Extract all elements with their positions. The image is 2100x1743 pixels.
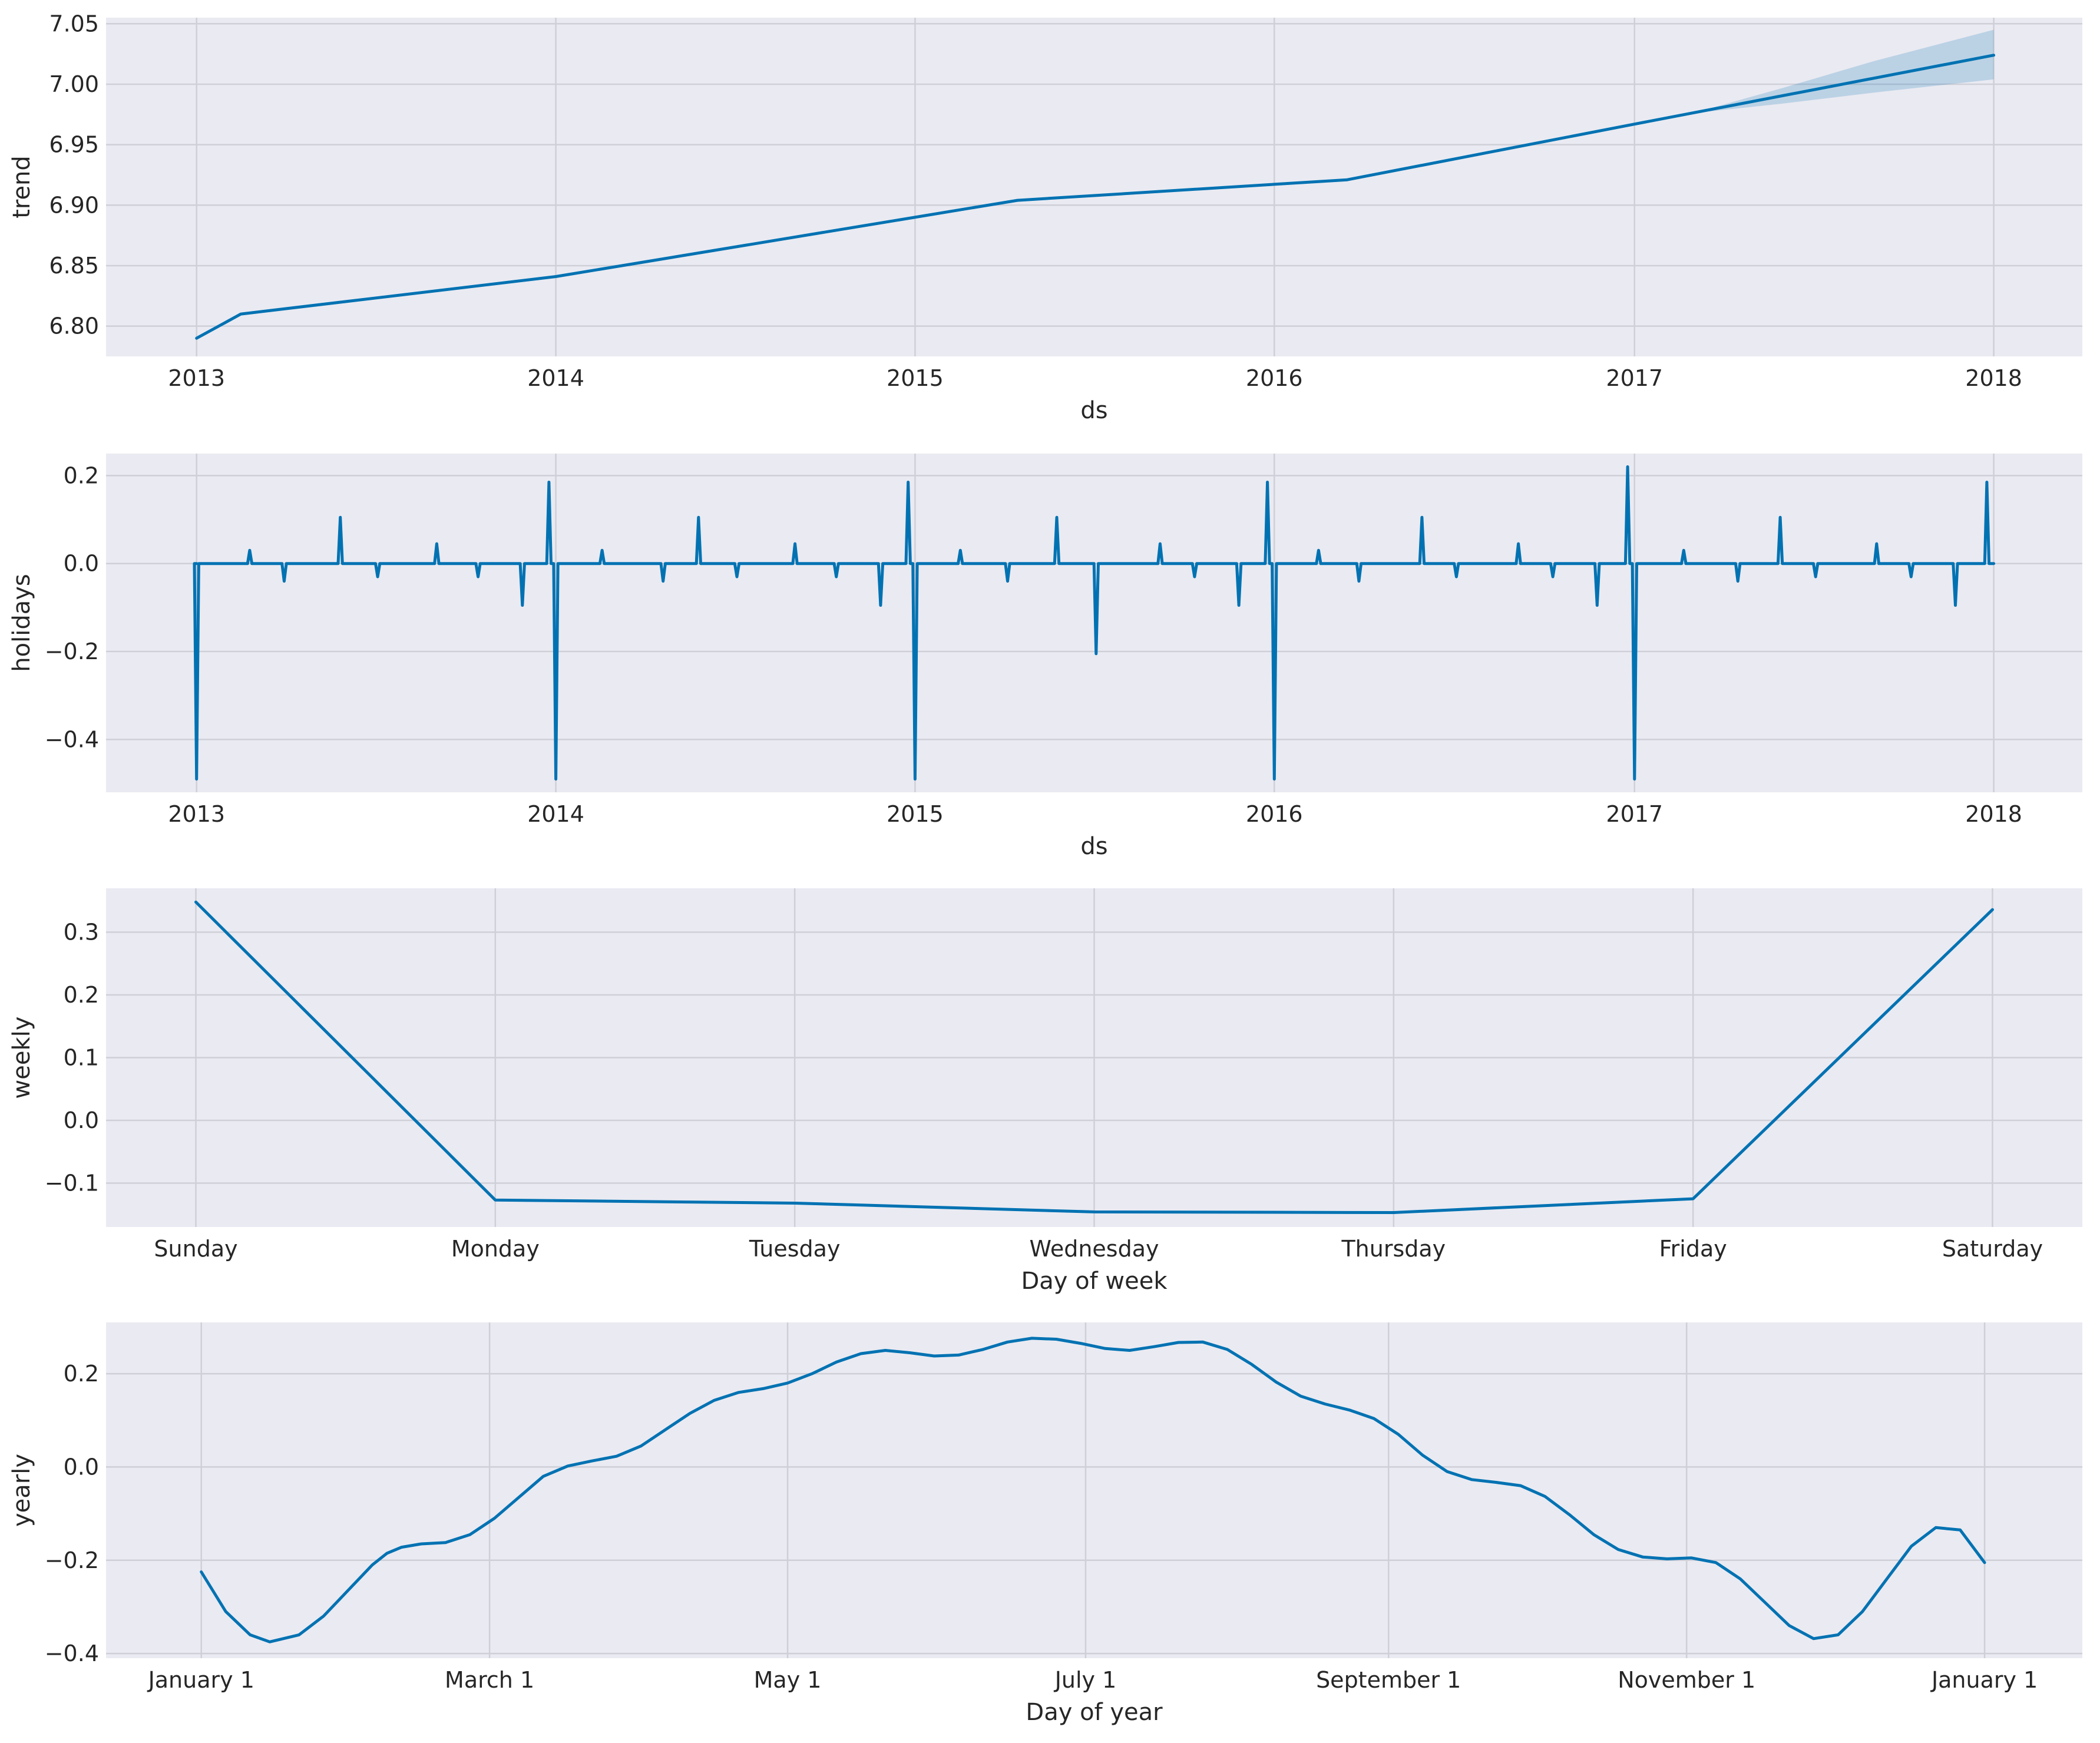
y-tick-label: −0.4 (45, 1641, 99, 1666)
x-tick-label: 2014 (527, 801, 584, 827)
y-tick-label: 6.80 (49, 313, 99, 339)
x-axis-label: Day of year (1026, 1699, 1163, 1726)
x-tick-label: 2014 (527, 365, 584, 391)
y-tick-label: 7.05 (49, 11, 99, 37)
plot-area (106, 1322, 2082, 1658)
y-tick-label: 0.2 (64, 462, 99, 488)
series-line (193, 465, 1996, 781)
y-tick-label: 6.85 (49, 253, 99, 279)
x-tick-label: 2013 (168, 365, 225, 391)
y-tick-label: 0.0 (64, 1454, 99, 1480)
uncertainty-band (1692, 29, 1994, 114)
yearly-panel: January 1 March 1 May 1 July 1 September 1 No… (8, 1322, 2082, 1726)
x-axis-label: Day of week (1021, 1268, 1168, 1295)
x-tick-label: 2018 (1965, 801, 2022, 827)
y-tick-label: 6.90 (49, 192, 99, 218)
x-tick-label: 2017 (1606, 801, 1663, 827)
y-tick-label: −0.4 (45, 726, 99, 752)
y-tick-label: 7.00 (49, 71, 99, 97)
x-tick-label: November 1 (1618, 1667, 1755, 1693)
x-tick-label: 2013 (168, 801, 225, 827)
x-tick-label: Saturday (1942, 1236, 2043, 1262)
y-tick-label: 0.0 (64, 1107, 99, 1133)
x-tick-label: May 1 (754, 1667, 822, 1693)
x-axis-label: ds (1080, 833, 1107, 860)
series-line (194, 900, 1994, 1214)
y-tick-label: 0.0 (64, 551, 99, 577)
series-line (195, 54, 1996, 340)
x-tick-label: 2017 (1606, 365, 1663, 391)
x-tick-label: Tuesday (749, 1236, 841, 1262)
y-tick-label: 0.2 (64, 1361, 99, 1387)
x-tick-label: Friday (1659, 1236, 1727, 1262)
x-tick-label: 2018 (1965, 365, 2022, 391)
y-axis-label: weekly (8, 1017, 35, 1099)
y-axis-label: yearly (8, 1454, 35, 1527)
y-tick-label: −0.2 (45, 1547, 99, 1573)
x-tick-label: Monday (451, 1236, 540, 1262)
y-tick-label: 0.2 (64, 982, 99, 1008)
x-tick-label: September 1 (1316, 1667, 1461, 1693)
x-tick-label: January 1 (147, 1667, 254, 1693)
y-axis-label: trend (8, 156, 35, 219)
trend-panel: 2013 2014 2015 2016 2017 2018 6.80 6.85 6.90 6.95… (8, 11, 2082, 424)
x-tick-label: 2016 (1246, 801, 1303, 827)
y-tick-label: 0.3 (64, 920, 99, 945)
y-axis-label: holidays (8, 574, 35, 672)
holidays-panel: 2013 2014 2015 2016 2017 2018 −0.4 −0.2 0.0 0.2 ds… (8, 454, 2082, 860)
x-tick-label: Thursday (1341, 1236, 1446, 1262)
x-axis-label: ds (1080, 397, 1107, 424)
x-tick-label: July 1 (1054, 1667, 1117, 1693)
y-tick-label: 0.1 (64, 1045, 99, 1071)
x-tick-label: January 1 (1930, 1667, 2038, 1693)
series-line (200, 1337, 1986, 1643)
x-tick-label: March 1 (445, 1667, 534, 1693)
y-tick-label: 6.95 (49, 132, 99, 158)
weekly-panel: Sunday Monday Tuesday Wednesday Thursday Frid… (8, 888, 2082, 1295)
x-tick-label: 2016 (1246, 365, 1303, 391)
x-tick-label: Sunday (154, 1236, 237, 1262)
x-tick-label: 2015 (887, 801, 944, 827)
x-tick-label: Wednesday (1029, 1236, 1159, 1262)
y-tick-label: −0.2 (45, 639, 99, 664)
x-tick-label: 2015 (887, 365, 944, 391)
y-tick-label: −0.1 (45, 1170, 99, 1196)
plot-area (106, 18, 2082, 356)
